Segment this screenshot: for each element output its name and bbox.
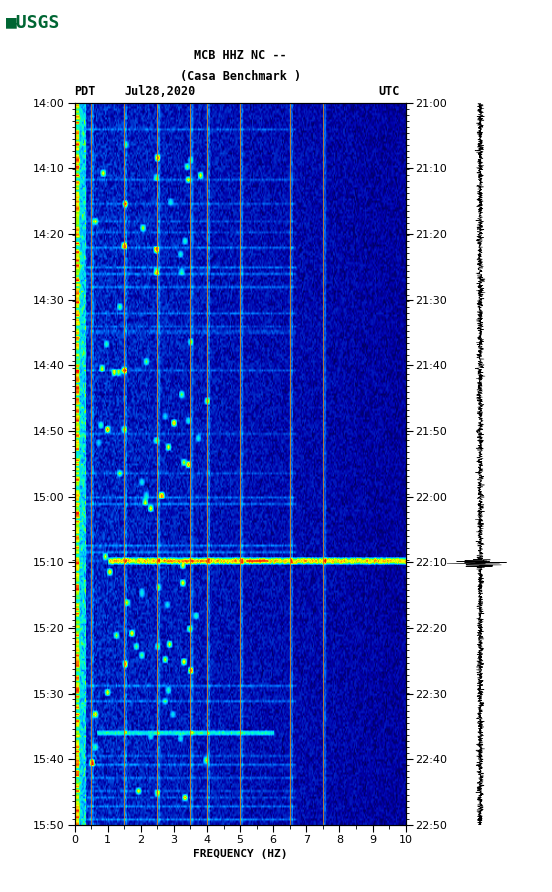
Text: Jul28,2020: Jul28,2020 — [124, 85, 195, 98]
Text: ■USGS: ■USGS — [6, 13, 60, 31]
X-axis label: FREQUENCY (HZ): FREQUENCY (HZ) — [193, 849, 288, 859]
Text: PDT: PDT — [75, 85, 96, 98]
Text: (Casa Benchmark ): (Casa Benchmark ) — [179, 70, 301, 83]
Text: MCB HHZ NC --: MCB HHZ NC -- — [194, 49, 286, 62]
Text: UTC: UTC — [379, 85, 400, 98]
